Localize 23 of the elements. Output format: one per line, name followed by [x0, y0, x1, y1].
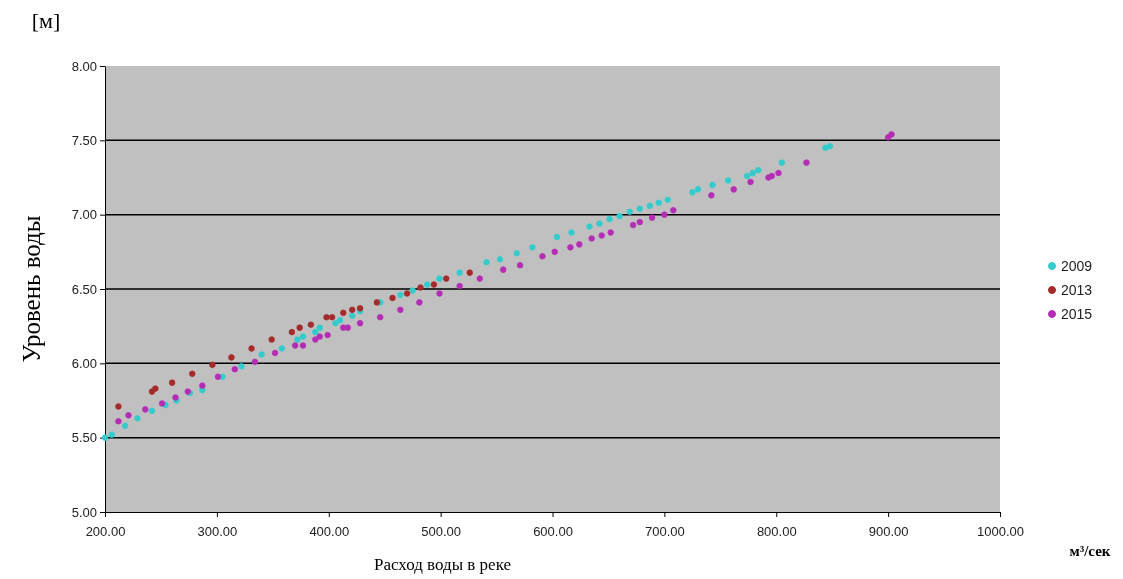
legend-label: 2009 [1061, 258, 1093, 274]
x-tick-label: 500.00 [421, 523, 462, 539]
y-axis-title: Уровень воды [18, 215, 45, 363]
x-tick-label: 600.00 [533, 523, 573, 539]
y-tick-label: 7.50 [71, 132, 97, 148]
y-tick-label: 6.00 [71, 355, 97, 371]
y-tick-label: 6.50 [71, 281, 97, 297]
y-tick-label: 5.50 [71, 430, 97, 446]
x-tick-label: 700.00 [644, 523, 685, 539]
x-tick-label: 400.00 [309, 523, 350, 539]
legend-label: 2015 [1061, 306, 1093, 322]
x-tick-label: 200.00 [85, 523, 126, 539]
text: [м] [31, 8, 61, 33]
x-tick-label: 800.00 [756, 523, 797, 539]
x-tick-label: 900.00 [868, 523, 909, 539]
text: м³/сек [1069, 543, 1111, 559]
legend-label: 2013 [1061, 282, 1093, 298]
y-tick-label: 8.00 [71, 58, 97, 74]
x-tick-label: 1000.00 [977, 523, 1024, 539]
y-tick-label: 5.00 [71, 504, 97, 520]
x-axis-title: Расход воды в реке [373, 555, 512, 574]
x-tick-label: 300.00 [197, 523, 238, 539]
y-tick-label: 7.00 [71, 207, 97, 223]
